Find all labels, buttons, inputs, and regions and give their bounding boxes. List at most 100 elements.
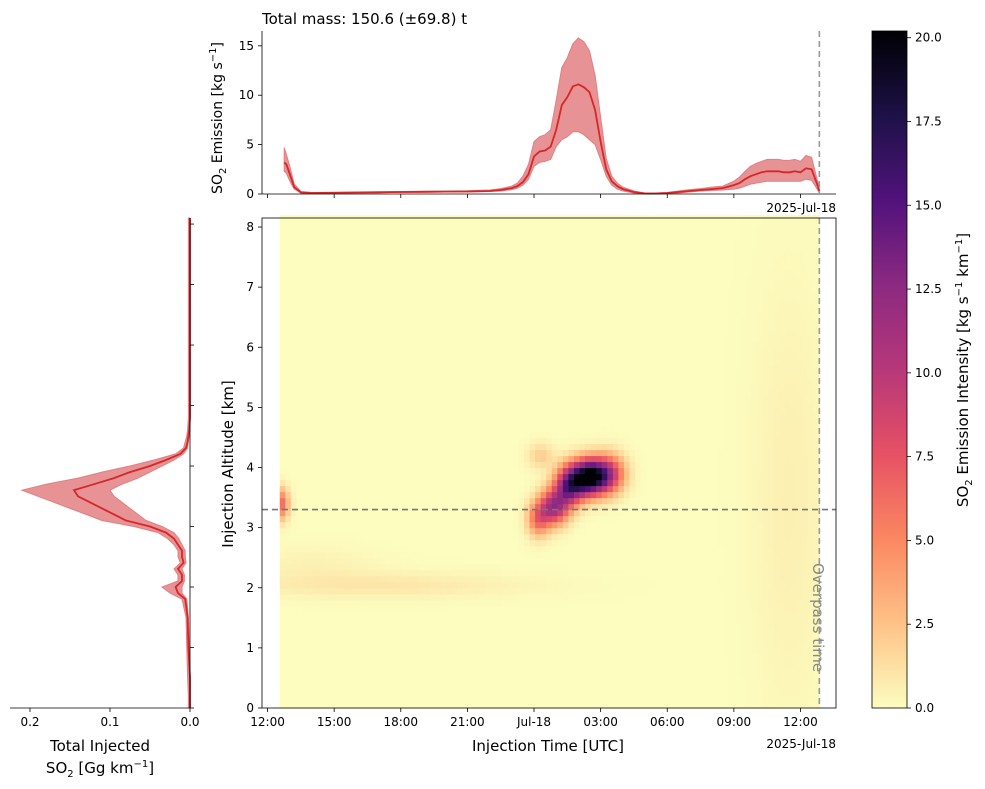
heatmap-cell xyxy=(396,677,403,685)
heatmap-cell xyxy=(313,473,320,481)
heatmap-cell xyxy=(329,317,336,324)
heatmap-cell xyxy=(374,671,381,679)
heatmap-cell xyxy=(596,683,603,691)
heatmap-cell xyxy=(529,263,536,270)
heatmap-cell xyxy=(363,239,370,246)
heatmap-cell xyxy=(535,371,542,378)
heatmap-cell xyxy=(363,527,370,535)
heatmap-cell xyxy=(590,269,597,276)
heatmap-cell xyxy=(562,509,570,517)
heatmap-cell xyxy=(390,563,397,571)
heatmap-cell xyxy=(346,581,353,589)
heatmap-cell xyxy=(457,623,464,631)
heatmap-cell xyxy=(440,491,447,499)
heatmap-cell xyxy=(285,455,292,463)
heatmap-cell xyxy=(379,641,386,649)
heatmap-cell xyxy=(468,617,475,625)
heatmap-cell xyxy=(474,245,481,252)
heatmap-cell xyxy=(351,563,359,571)
heatmap-cell xyxy=(507,539,514,547)
heatmap-cell xyxy=(507,287,514,294)
heatmap-cell xyxy=(551,473,558,481)
heatmap-cell xyxy=(573,641,581,649)
profile-series-line xyxy=(72,218,191,708)
heatmap-cell xyxy=(301,323,309,330)
heatmap-cell xyxy=(329,581,336,589)
heatmap-cell xyxy=(551,413,558,421)
heatmap-cell xyxy=(501,677,508,685)
heatmap-cell xyxy=(357,365,364,372)
heatmap-cell xyxy=(335,641,342,649)
heatmap-cell xyxy=(318,413,325,421)
heatmap-cell xyxy=(579,251,586,258)
heatmap-cell xyxy=(462,611,470,619)
heatmap-cell xyxy=(468,257,475,264)
heatmap-cell xyxy=(546,365,553,372)
heatmap-cell xyxy=(579,455,586,463)
heatmap-cell xyxy=(301,653,309,661)
heatmap-cell xyxy=(490,491,497,499)
heatmap-cell xyxy=(540,623,547,631)
heatmap-cell xyxy=(429,485,436,493)
heatmap-cell xyxy=(412,527,420,535)
heatmap-cell xyxy=(401,419,409,427)
heatmap-cell xyxy=(335,443,342,451)
heatmap-cell xyxy=(524,473,531,481)
heatmap-cell xyxy=(601,599,608,607)
heatmap-cell xyxy=(313,335,320,342)
heatmap-cell xyxy=(346,689,353,697)
heatmap-cell xyxy=(390,527,397,535)
heatmap-cell xyxy=(324,317,331,324)
heatmap-cell xyxy=(546,683,553,691)
heatmap-cell xyxy=(529,593,536,601)
heatmap-cell xyxy=(418,647,425,655)
heatmap-cell xyxy=(529,539,536,547)
heatmap-cell xyxy=(518,383,525,390)
heatmap-cell xyxy=(368,497,375,505)
heatmap-cell xyxy=(551,563,558,571)
heatmap-cell xyxy=(551,545,558,553)
heatmap-cell xyxy=(485,545,492,553)
heatmap-cell xyxy=(346,287,353,294)
heatmap-cell xyxy=(379,665,386,673)
heatmap-cell xyxy=(573,677,581,685)
heatmap-cell xyxy=(579,305,586,312)
heatmap-cell xyxy=(540,509,547,517)
heatmap-cell xyxy=(601,425,608,433)
heatmap-cell xyxy=(596,395,603,402)
heatmap-cell xyxy=(590,317,597,324)
heatmap-cell xyxy=(457,683,464,691)
heatmap-cell xyxy=(396,605,403,613)
heatmap-cell xyxy=(479,683,486,691)
heatmap-cell xyxy=(551,323,558,330)
heatmap-cell xyxy=(390,383,397,390)
heatmap-cell xyxy=(524,239,531,246)
heatmap-cell xyxy=(468,239,475,246)
heatmap-cell xyxy=(301,677,309,685)
heatmap-cell xyxy=(412,635,420,643)
heatmap-cell xyxy=(329,545,336,553)
heatmap-cell xyxy=(435,455,442,463)
heatmap-cell xyxy=(296,419,303,427)
heatmap-cell xyxy=(529,251,536,258)
heatmap-cell xyxy=(424,419,431,427)
heatmap-cell xyxy=(363,251,370,258)
heatmap-cell xyxy=(507,389,514,396)
heatmap-cell xyxy=(313,659,320,667)
heatmap-cell xyxy=(313,407,320,414)
heatmap-cell xyxy=(368,569,375,577)
heatmap-cell xyxy=(596,239,603,246)
heatmap-cell xyxy=(429,329,436,336)
heatmap-cell xyxy=(374,509,381,517)
heatmap-cell xyxy=(368,305,375,312)
heatmap-cell xyxy=(446,443,453,451)
heatmap-cell xyxy=(407,665,414,673)
heatmap-cell xyxy=(335,221,342,228)
heatmap-cell xyxy=(285,251,292,258)
heatmap-cell xyxy=(579,557,586,565)
heatmap-cell xyxy=(363,617,370,625)
heatmap-cell xyxy=(307,263,314,270)
heatmap-cell xyxy=(479,671,486,679)
heatmap-cell xyxy=(490,611,497,619)
heatmap-cell xyxy=(529,377,536,384)
